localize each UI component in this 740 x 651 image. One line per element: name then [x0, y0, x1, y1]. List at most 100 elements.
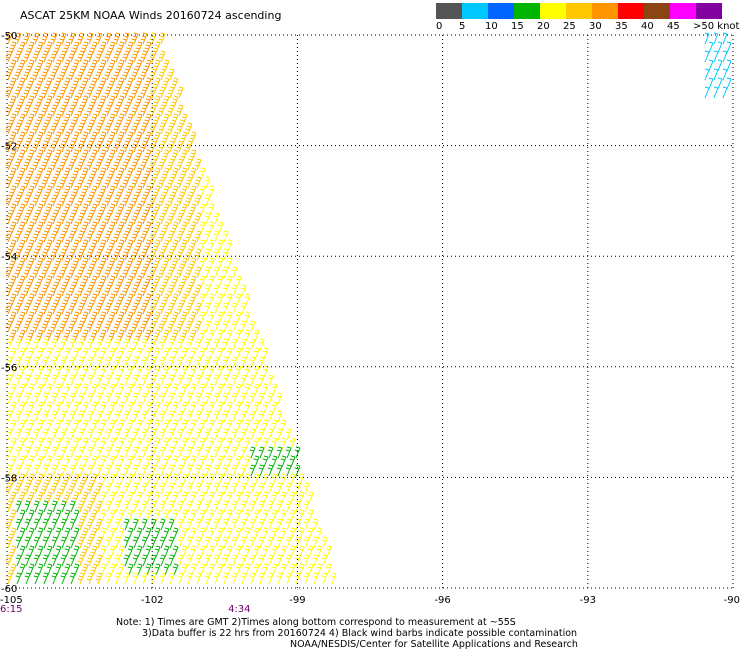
wind-barb: [244, 455, 251, 468]
wind-barb: [27, 167, 35, 180]
wind-barb: [150, 572, 157, 585]
wind-barb: [14, 68, 22, 81]
wind-barb: [167, 212, 175, 225]
wind-barb: [36, 257, 44, 270]
wind-barb: [172, 455, 179, 468]
wind-barb: [32, 68, 40, 81]
wind-barb: [217, 527, 224, 540]
wind-barb: [122, 32, 130, 45]
wind-barb: [108, 293, 116, 306]
wind-barb: [68, 122, 76, 135]
footnote-line-3: NOAA/NESDIS/Center for Satellite Applica…: [290, 639, 578, 650]
wind-barb: [23, 140, 31, 153]
wind-barb: [10, 347, 17, 360]
wind-barb: [131, 176, 139, 189]
wind-barb: [33, 356, 40, 369]
wind-barb: [185, 212, 193, 225]
wind-barb: [208, 311, 215, 324]
wind-barb: [189, 185, 197, 198]
wind-barb: [194, 194, 202, 207]
wind-barb: [135, 59, 143, 72]
wind-barb: [132, 464, 139, 477]
wind-barb: [118, 347, 125, 360]
wind-barb: [249, 464, 256, 477]
wind-barb: [81, 221, 89, 234]
wind-barb: [132, 482, 139, 495]
wind-barb: [704, 50, 710, 63]
wind-barb: [195, 446, 202, 459]
wind-barb: [23, 266, 31, 279]
wind-barb: [226, 437, 233, 450]
wind-barb: [45, 311, 53, 324]
wind-barb: [60, 392, 67, 405]
wind-barb: [285, 446, 292, 459]
wind-barb: [72, 293, 80, 306]
wind-barb: [258, 374, 265, 387]
wind-barb: [158, 284, 166, 297]
wind-barb: [271, 383, 278, 396]
wind-barb: [23, 482, 31, 495]
wind-barb: [27, 311, 35, 324]
legend-swatch: [462, 3, 488, 19]
wind-barb: [127, 383, 134, 396]
wind-barb: [114, 482, 121, 495]
wind-barb: [131, 158, 139, 171]
wind-barb: [33, 446, 40, 459]
wind-barb: [141, 482, 148, 495]
wind-barb: [217, 491, 224, 504]
wind-barb: [28, 509, 35, 522]
wind-barb: [204, 266, 211, 279]
wind-barb: [32, 32, 40, 45]
wind-barb: [123, 446, 130, 459]
wind-barb: [50, 230, 58, 243]
wind-barb: [100, 455, 107, 468]
wind-barb: [113, 158, 121, 171]
wind-barb: [64, 527, 71, 540]
wind-barb: [46, 383, 53, 396]
wind-barb: [253, 437, 260, 450]
wind-barb: [32, 230, 40, 243]
wind-barb: [171, 77, 179, 90]
wind-barb: [180, 203, 188, 216]
wind-barb: [86, 194, 94, 207]
wind-barb: [140, 122, 148, 135]
wind-barb: [126, 41, 134, 54]
wind-barb: [162, 131, 170, 144]
wind-barb: [63, 185, 71, 198]
wind-barb: [6, 392, 13, 405]
wind-barb: [5, 32, 13, 45]
wind-barb: [59, 302, 67, 315]
wind-barb: [9, 221, 17, 234]
wind-barb: [149, 122, 157, 135]
wind-barb: [63, 329, 71, 342]
wind-barb: [267, 500, 274, 513]
wind-barb: [185, 266, 193, 279]
wind-barb: [72, 221, 80, 234]
wind-barb: [6, 410, 13, 423]
wind-barb: [167, 140, 175, 153]
wind-barb: [99, 221, 107, 234]
wind-barb: [117, 311, 125, 324]
wind-barb: [41, 320, 49, 333]
wind-barb: [55, 545, 62, 558]
wind-barb: [108, 311, 116, 324]
wind-barb: [140, 68, 148, 81]
wind-barb: [23, 194, 31, 207]
wind-barb: [149, 104, 157, 117]
wind-barb: [27, 473, 35, 486]
wind-barb: [23, 176, 31, 189]
wind-barb: [72, 329, 80, 342]
wind-barb: [32, 140, 40, 153]
wind-barb: [253, 383, 260, 396]
wind-barb: [141, 572, 148, 585]
wind-barb: [158, 176, 166, 189]
legend-swatch: [488, 3, 514, 19]
wind-barb: [108, 77, 116, 90]
wind-barb: [6, 464, 13, 477]
wind-barb: [132, 410, 139, 423]
wind-barb: [253, 473, 260, 486]
wind-barb: [59, 122, 67, 135]
wind-barb: [204, 554, 211, 567]
wind-barb: [100, 419, 107, 432]
wind-barb: [32, 176, 40, 189]
